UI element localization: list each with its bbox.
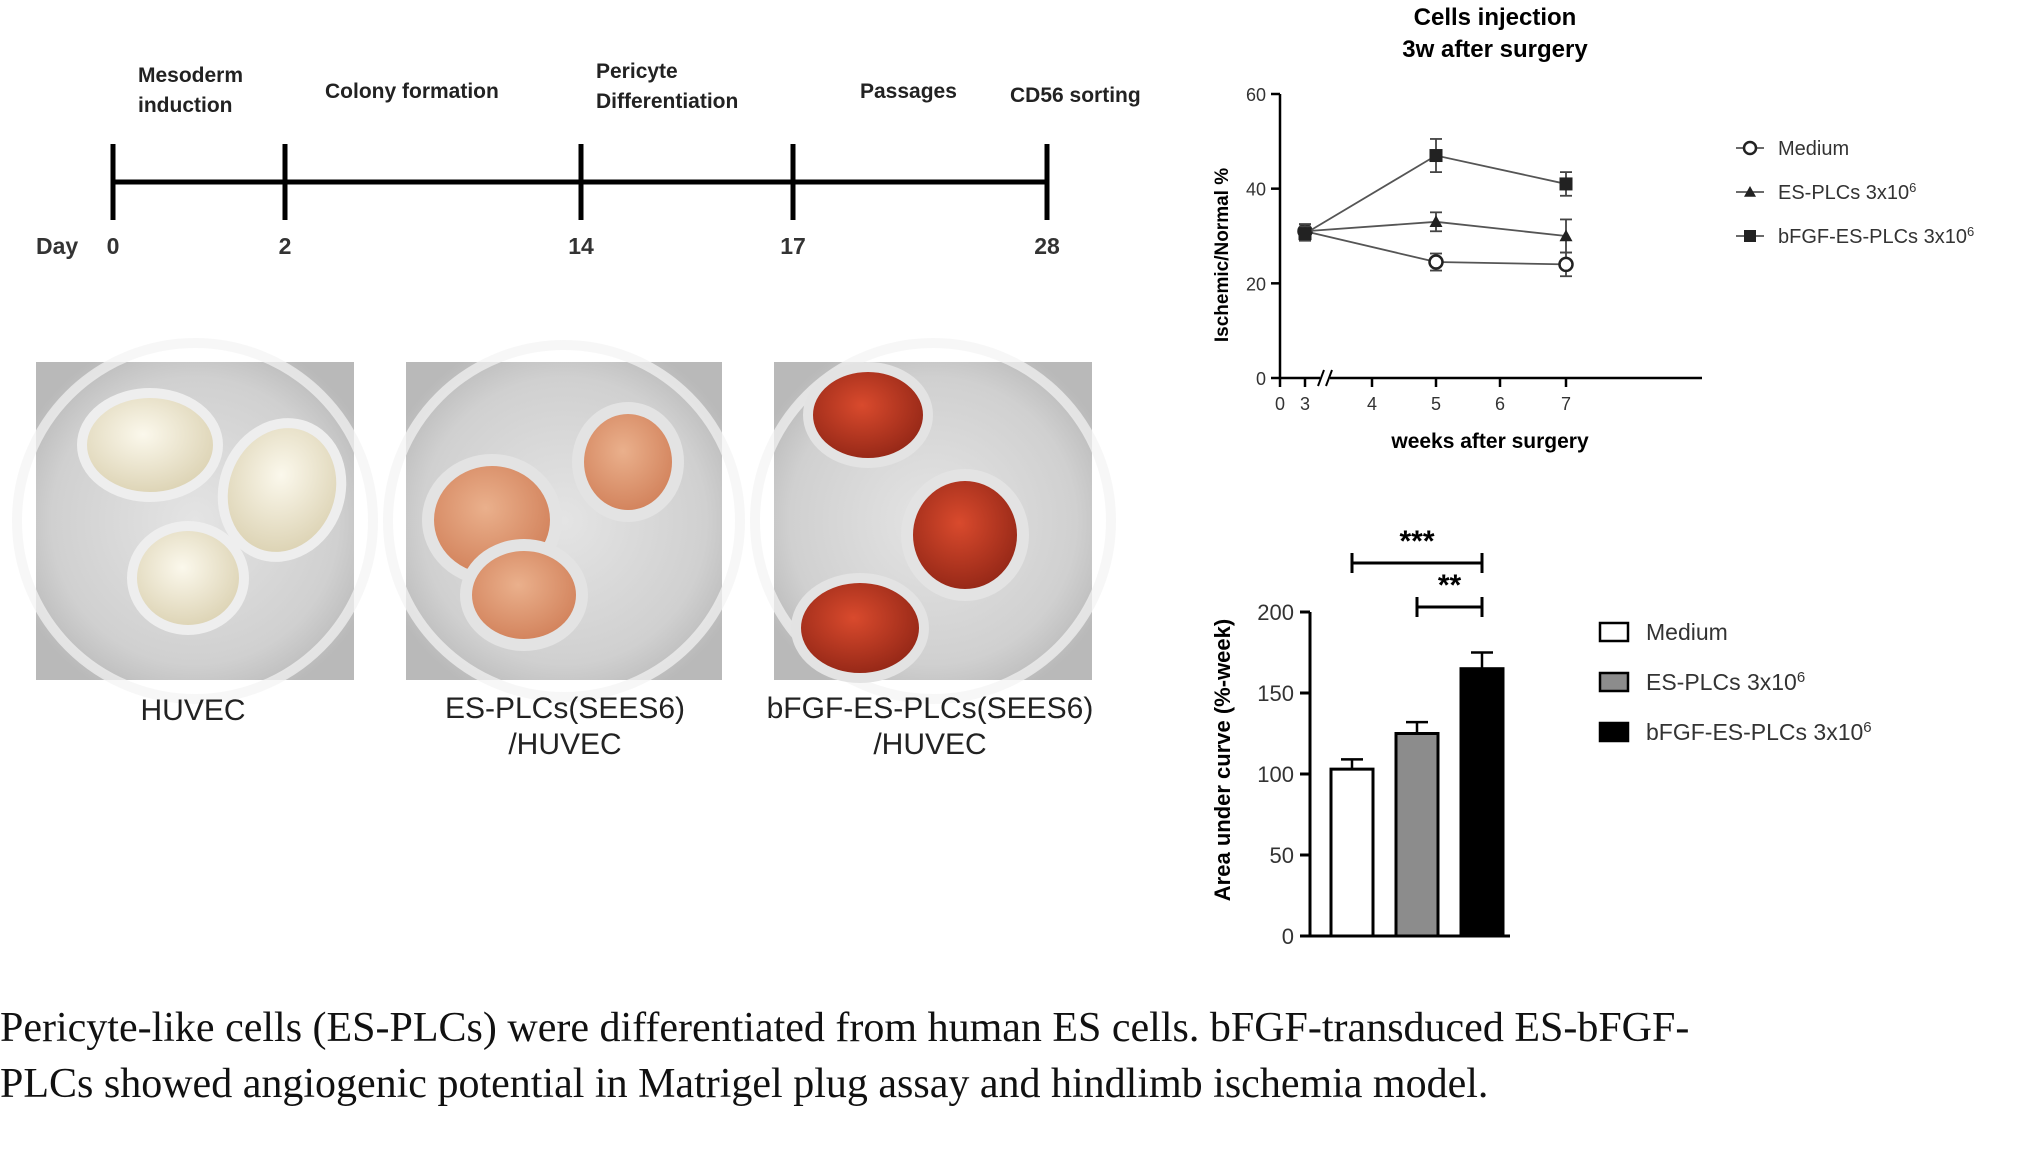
timeline-step-label: Passages [860, 80, 957, 103]
legend-label: Medium [1778, 138, 1849, 160]
marker-triangle [1429, 215, 1443, 227]
timeline-day-value: 17 [780, 233, 806, 259]
matrigel-plug [572, 402, 684, 522]
y-tick-label: 150 [1257, 681, 1294, 706]
y-tick-label: 60 [1246, 85, 1266, 105]
timeline-step-label: Differentiation [596, 90, 738, 113]
significance-label: *** [1399, 525, 1434, 558]
timeline-step-label: Pericyte [596, 60, 678, 83]
y-tick-label: 200 [1257, 600, 1294, 625]
bar-chart: Area under curve (%-week) 0 50 100 150 200 *… [1210, 525, 1872, 949]
legend-label: ES-PLCs 3x106 [1778, 180, 1916, 205]
marker-open-circle [1558, 256, 1574, 273]
y-tick-label: 100 [1257, 762, 1294, 787]
timeline-step-label: CD56 sorting [1010, 84, 1141, 107]
dish-rim [12, 338, 378, 704]
caption-line: Pericyte-like cells (ES-PLCs) were diffe… [0, 1005, 1690, 1051]
matrigel-plug [77, 388, 223, 502]
bar [1394, 732, 1440, 938]
protocol-timeline: Mesoderm induction Colony formation Peri… [36, 60, 1141, 259]
timeline-day-value: 28 [1034, 233, 1060, 259]
x-tick-label: 0 [1275, 394, 1285, 414]
marker-triangle [1744, 186, 1756, 197]
marker-triangle [1559, 229, 1573, 242]
chart-title: Cells injection [1414, 4, 1577, 31]
marker-square [1559, 177, 1573, 191]
photo-label: bFGF-ES-PLCs(SEES6) [767, 692, 1094, 725]
photo-label: HUVEC [140, 694, 245, 727]
timeline-step-label: induction [138, 94, 232, 117]
photo-label: /HUVEC [873, 728, 986, 761]
x-tick-label: 5 [1431, 394, 1441, 414]
marker-square [1298, 227, 1312, 241]
matrigel-plug [127, 521, 249, 635]
bar [1459, 667, 1505, 938]
x-axis-label: weeks after surgery [1390, 430, 1589, 453]
timeline-day-value: 0 [107, 233, 120, 259]
x-tick-label: 6 [1495, 394, 1505, 414]
x-tick-label: 4 [1367, 394, 1377, 414]
y-axis-label: Area under curve (%-week) [1210, 619, 1235, 901]
legend-label: bFGF-ES-PLCs 3x106 [1646, 719, 1872, 746]
axis-break-mark [1325, 369, 1333, 387]
timeline-day-value: 14 [568, 233, 594, 259]
y-tick-label: 0 [1282, 924, 1294, 949]
timeline-step-label: Mesoderm [138, 64, 243, 87]
bar [1329, 767, 1375, 938]
dish-rim [750, 338, 1116, 704]
legend-swatch [1598, 621, 1630, 643]
photo-label: ES-PLCs(SEES6) [445, 692, 685, 725]
marker-open-circle [1428, 254, 1444, 270]
matrigel-photo-es-plcs [383, 340, 745, 702]
matrigel-plug [791, 573, 929, 683]
matrigel-photo-bfgf-es-plcs [750, 338, 1116, 704]
y-axis-label: Ischemic/Normal % [1212, 168, 1233, 342]
matrigel-plug [901, 469, 1029, 601]
x-tick-label: 7 [1561, 394, 1571, 414]
x-tick-label: 3 [1300, 394, 1310, 414]
marker-square [1744, 230, 1756, 242]
significance-label: ** [1438, 569, 1462, 602]
matrigel-plug [217, 418, 347, 562]
matrigel-plug [803, 362, 933, 468]
marker-square [1429, 149, 1443, 163]
y-tick-label: 40 [1246, 180, 1266, 200]
legend-label: bFGF-ES-PLCs 3x106 [1778, 224, 1974, 249]
legend-swatch [1598, 721, 1630, 743]
dish-rim [383, 340, 745, 702]
legend-swatch [1598, 671, 1630, 693]
y-tick-label: 20 [1246, 274, 1266, 294]
marker-open-circle [1742, 140, 1758, 156]
matrigel-plug [460, 539, 588, 651]
caption-line: PLCs showed angiogenic potential in Matr… [0, 1061, 1489, 1107]
axis-break-mark [1317, 369, 1325, 387]
timeline-step-label: Colony formation [325, 80, 499, 103]
y-tick-label: 50 [1270, 843, 1294, 868]
line-chart: Cells injection 3w after surgery Ischemi… [1212, 4, 1974, 453]
timeline-step-labels: Mesoderm induction Colony formation Peri… [138, 60, 1141, 117]
legend-label: ES-PLCs 3x106 [1646, 669, 1805, 696]
figure-caption: Pericyte-like cells (ES-PLCs) were diffe… [0, 1000, 2031, 1112]
legend-label: Medium [1646, 619, 1728, 645]
photo-label: /HUVEC [508, 728, 621, 761]
timeline-day-value: 2 [279, 233, 292, 259]
y-tick-label: 0 [1256, 369, 1266, 389]
chart-subtitle: 3w after surgery [1402, 36, 1588, 63]
matrigel-photo-huvec [12, 338, 378, 704]
timeline-day-label: Day [36, 233, 78, 259]
figure-panel: Mesoderm induction Colony formation Peri… [12, 4, 1975, 949]
